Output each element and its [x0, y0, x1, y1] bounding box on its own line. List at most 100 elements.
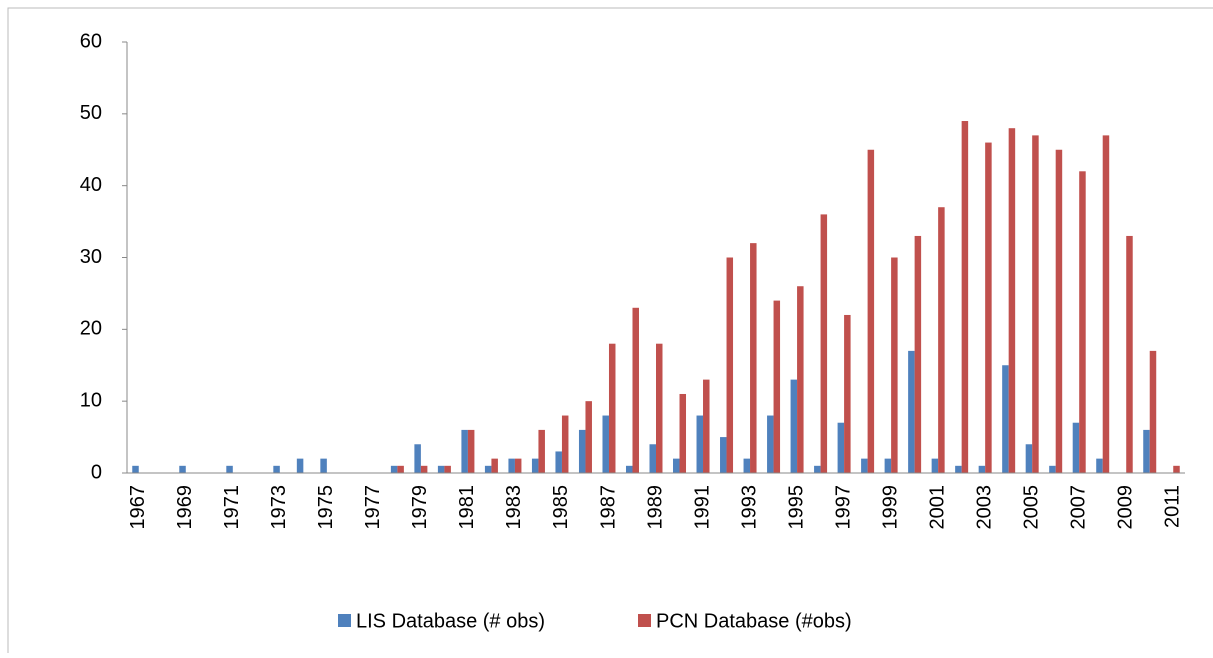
bar: [891, 257, 898, 473]
bar: [414, 444, 421, 473]
bar: [437, 465, 445, 473]
x-tick-label: 2007: [1067, 485, 1089, 530]
x-tick-label: 2009: [1115, 485, 1137, 530]
bar: [1055, 149, 1063, 473]
bar: [1008, 128, 1016, 473]
bar: [602, 415, 609, 473]
bar: [649, 444, 656, 473]
bar: [1032, 135, 1039, 473]
bar: [1025, 444, 1033, 473]
bar: [226, 465, 233, 473]
bar: [884, 458, 892, 473]
bar: [531, 458, 539, 473]
bar: [585, 401, 592, 473]
bar: [1143, 429, 1150, 473]
bar: [820, 214, 828, 473]
y-tick-label: 50: [80, 102, 102, 124]
bar: [703, 379, 710, 473]
x-tick-label: 1971: [221, 485, 243, 530]
bar: [1002, 365, 1009, 473]
bar: [914, 235, 922, 473]
y-tick-label: 20: [80, 318, 102, 340]
bar: [632, 307, 639, 473]
bar: [625, 465, 633, 473]
bar: [1096, 458, 1103, 473]
x-tick-label: 1977: [362, 485, 384, 530]
legend-label: PCN Database (#obs): [656, 610, 852, 632]
bar: [444, 465, 451, 473]
bar: [1126, 235, 1133, 473]
bar: [467, 429, 475, 473]
bar: [750, 243, 757, 473]
bar: [814, 465, 821, 473]
bar: [773, 300, 781, 473]
bar: [1149, 350, 1157, 473]
bar: [1072, 422, 1080, 473]
x-tick-label: 1985: [550, 485, 572, 530]
x-tick-label: 1999: [879, 485, 901, 530]
bar: [1102, 135, 1110, 473]
bar: [720, 437, 727, 473]
bar: [931, 458, 939, 473]
bar: [390, 465, 398, 473]
bar: [320, 458, 327, 473]
bar: [985, 142, 992, 474]
x-tick-label: 1973: [268, 485, 290, 530]
bar: [1173, 465, 1180, 473]
bar: [561, 415, 569, 473]
bar: [578, 429, 586, 473]
bar: [484, 465, 492, 473]
bar: [1079, 171, 1086, 474]
bar: [679, 393, 687, 473]
bar: [132, 465, 139, 473]
bar: [797, 286, 804, 473]
bar: [790, 379, 798, 473]
x-tick-label: 2001: [926, 485, 948, 530]
bar: [538, 429, 545, 473]
bar: [673, 458, 680, 473]
legend-swatch: [338, 614, 351, 627]
x-tick-label: 2003: [973, 485, 995, 530]
bar: [938, 207, 945, 473]
bar: [656, 343, 663, 473]
bar: [296, 458, 304, 473]
x-tick-label: 1981: [456, 485, 478, 530]
legend-swatch: [638, 614, 651, 627]
bar: [844, 314, 851, 473]
x-tick-label: 1967: [127, 485, 149, 530]
bar: [555, 451, 562, 473]
x-tick-label: 2011: [1162, 485, 1184, 528]
x-tick-label: 1995: [785, 485, 807, 530]
x-tick-label: 1969: [174, 485, 196, 530]
bar: [508, 458, 515, 473]
bar: [767, 415, 774, 473]
bar: [514, 458, 522, 473]
bar: [491, 458, 498, 473]
bar: [461, 429, 468, 473]
bar: [961, 121, 969, 474]
bar: [837, 422, 845, 473]
x-tick-label: 1983: [503, 485, 525, 530]
x-tick-label: 2005: [1020, 485, 1042, 530]
frame: [7, 7, 1213, 658]
bar: [955, 465, 962, 473]
x-tick-label: 1975: [315, 485, 337, 530]
bar: [397, 465, 404, 473]
bar: [861, 458, 868, 473]
bar: [1049, 465, 1056, 473]
y-tick-label: 40: [80, 174, 102, 196]
bar: [696, 415, 704, 473]
bar: [273, 465, 280, 473]
x-tick-label: 1979: [409, 485, 431, 530]
x-tick-label: 1993: [738, 485, 760, 530]
bar: [978, 465, 986, 473]
x-tick-label: 1989: [644, 485, 666, 530]
bar: [179, 465, 186, 473]
bar: [608, 343, 616, 473]
bar: [743, 458, 751, 473]
y-tick-label: 0: [91, 461, 102, 483]
y-tick-label: 10: [80, 389, 102, 411]
x-tick-label: 1991: [691, 485, 713, 530]
y-tick-label: 60: [80, 30, 102, 52]
